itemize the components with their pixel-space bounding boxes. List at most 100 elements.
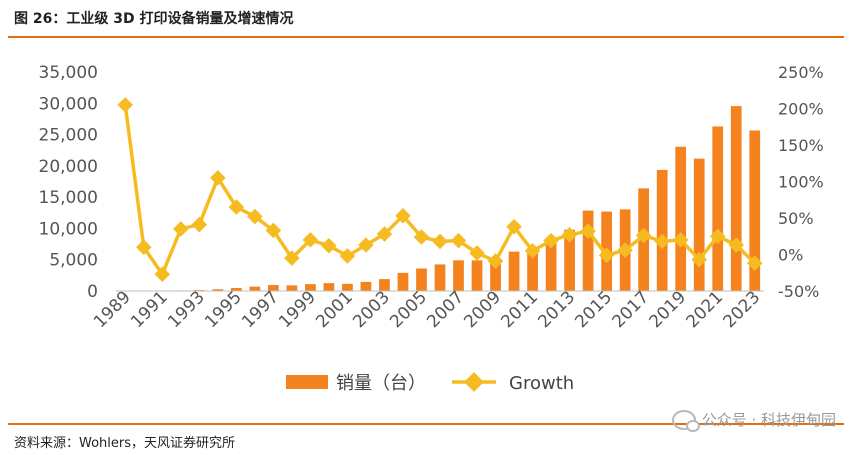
growth-marker (154, 266, 171, 282)
sales-bar (582, 210, 594, 291)
growth-marker (339, 248, 356, 264)
growth-marker (358, 237, 374, 253)
growth-marker (506, 218, 522, 235)
sales-bar (749, 130, 761, 291)
sales-bar (545, 242, 557, 291)
sales-bar (305, 284, 316, 291)
sales-bar (268, 285, 279, 291)
right-axis-ticks: -50% 0% 50% 100% 150% 200% 250% (778, 63, 824, 301)
sales-bar (323, 283, 335, 291)
legend-bar-swatch (286, 375, 328, 389)
growth-marker (376, 226, 393, 242)
x-axis-tick-labels: 1989199119931995199719992001200320052007… (90, 287, 764, 332)
growth-marker (617, 242, 633, 258)
watermark-text: 公众号 · 科技伊甸园 (701, 411, 836, 429)
growth-marker (228, 199, 245, 215)
x-axis-tick-label: 2001 (312, 287, 357, 332)
footer-rule (8, 423, 844, 425)
growth-marker (302, 232, 319, 248)
growth-marker (191, 216, 208, 233)
left-axis-tick-label: 35,000 (39, 63, 98, 83)
left-axis-tick-label: 20,000 (39, 157, 98, 177)
sales-bar (471, 260, 483, 291)
sales-bar (564, 229, 575, 291)
left-axis-tick-label: 25,000 (39, 126, 98, 146)
growth-marker (487, 253, 504, 269)
growth-marker (210, 170, 226, 186)
left-axis-tick-label: 10,000 (39, 219, 98, 239)
bar-series (119, 106, 761, 292)
growth-marker (672, 232, 689, 248)
sales-bar (397, 272, 409, 291)
right-axis-tick-label: -50% (778, 282, 819, 301)
x-axis-tick-label: 2015 (571, 287, 616, 332)
x-axis-tick-label: 1993 (164, 287, 209, 332)
growth-marker (135, 239, 152, 255)
growth-marker (321, 237, 337, 254)
wechat-icon (671, 409, 700, 432)
legend: 销量（台） Growth (286, 372, 574, 394)
legend-bar-label: 销量（台） (336, 373, 426, 394)
growth-marker (173, 221, 189, 237)
right-axis-tick-label: 200% (778, 100, 824, 119)
right-axis-tick-label: 50% (778, 209, 814, 228)
growth-marker (413, 229, 430, 245)
sales-bar (342, 283, 353, 291)
legend-line-marker (464, 372, 484, 392)
source-note: 资料来源：Wohlers，天风证券研究所 (14, 436, 236, 451)
left-axis-tick-label: 30,000 (39, 94, 98, 114)
growth-marker (117, 97, 134, 113)
x-axis-tick-label: 2007 (423, 287, 468, 332)
sales-bar (527, 250, 538, 291)
growth-marker (432, 233, 448, 250)
right-axis-tick-label: 150% (778, 136, 824, 155)
sales-bar (490, 262, 501, 291)
x-axis-tick-label: 2011 (497, 287, 542, 332)
right-axis-tick-label: 250% (778, 63, 824, 82)
x-axis-tick-label: 1995 (201, 287, 246, 332)
sales-bar (453, 260, 464, 291)
sales-bar (416, 268, 427, 291)
x-axis-tick-label: 2003 (349, 287, 394, 332)
sales-bar (508, 251, 520, 291)
growth-marker (728, 237, 745, 253)
right-axis-tick-label: 0% (778, 246, 803, 265)
sales-bar (730, 106, 742, 291)
growth-marker (395, 208, 411, 224)
watermark: 公众号 · 科技伊甸园 (671, 409, 836, 432)
sales-bar (212, 289, 224, 291)
growth-marker (654, 233, 670, 250)
x-axis-tick-label: 1999 (275, 287, 320, 332)
x-axis-tick-label: 2019 (645, 287, 690, 332)
x-axis-tick-label: 2021 (683, 287, 728, 332)
growth-marker (635, 227, 652, 244)
left-axis-tick-label: 0 (87, 282, 98, 302)
growth-marker (709, 228, 726, 245)
sales-bar (360, 281, 372, 291)
growth-marker (580, 223, 596, 239)
right-axis-tick-label: 100% (778, 173, 824, 192)
sales-bar (693, 158, 705, 291)
sales-bar (249, 286, 261, 291)
x-axis-tick-label: 2017 (608, 287, 653, 332)
x-axis-tick-label: 1991 (127, 287, 172, 332)
sales-bar (434, 264, 446, 291)
sales-bar (656, 169, 668, 291)
x-axis-tick-label: 1997 (238, 287, 283, 332)
x-axis-tick-label: 2005 (386, 287, 431, 332)
growth-marker (450, 232, 467, 249)
left-axis-tick-label: 5,000 (49, 251, 98, 271)
x-axis-tick-label: 2023 (720, 287, 765, 332)
title-rule (8, 36, 844, 38)
growth-marker (524, 243, 541, 259)
growth-marker (543, 232, 559, 249)
sales-bar (286, 285, 298, 291)
left-axis-ticks: 0 5,000 10,000 15,000 20,000 25,000 30,000 35,0… (39, 63, 98, 302)
x-axis-tick-label: 2009 (460, 287, 505, 332)
left-axis-tick-label: 15,000 (39, 188, 98, 208)
sales-bar (379, 279, 390, 291)
x-axis-tick-label: 2013 (534, 287, 579, 332)
sales-bar (230, 287, 242, 291)
figure-title: 图 26：工业级 3D 打印设备销量及增速情况 (14, 11, 294, 27)
